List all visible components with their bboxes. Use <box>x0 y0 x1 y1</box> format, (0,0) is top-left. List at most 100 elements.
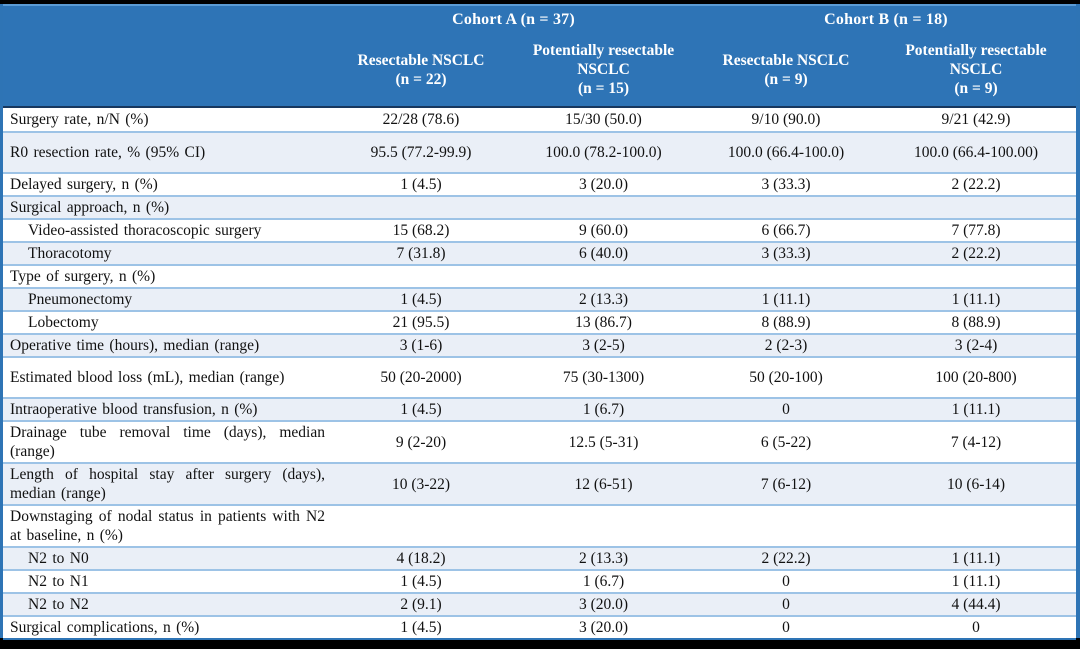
row-value <box>511 525 696 527</box>
row-label: N2 to N2 <box>28 596 89 613</box>
column-name: Resectable NSCLC <box>357 51 485 69</box>
row-value: 21 (95.5) <box>392 314 450 331</box>
row-value: 50 (20-2000) <box>380 369 462 386</box>
column-header-resectable-b: Resectable NSCLC (n = 9) <box>696 51 876 89</box>
row-value: 2 (22.2) <box>761 550 811 567</box>
row-label: Video-assisted thoracoscopic surgery <box>28 222 262 239</box>
table-row: Estimated blood loss (mL), median (range… <box>3 356 1076 397</box>
row-label: Downstaging of nodal status in patients … <box>10 508 325 544</box>
row-value: 0 <box>782 619 790 636</box>
column-n: (n = 15) <box>577 80 630 97</box>
table-row: Lobectomy 21 (95.5) 13 (86.7) 8 (88.9) 8 (88… <box>3 310 1076 333</box>
row-value: 1 (11.1) <box>951 291 1001 308</box>
table-row: N2 to N1 1 (4.5) 1 (6.7) 0 1 (11.1) <box>3 569 1076 592</box>
cohort-a-header: Cohort A (n = 37) <box>452 10 575 28</box>
row-label: Drainage tube removal time (days), media… <box>10 424 325 460</box>
row-value: 4 (18.2) <box>396 550 446 567</box>
row-label: Lobectomy <box>28 314 99 331</box>
row-value <box>511 276 696 278</box>
row-value: 7 (6-12) <box>760 475 812 493</box>
row-value: 9/10 (90.0) <box>751 111 821 128</box>
row-value: 10 (6-14) <box>946 475 1006 493</box>
row-label: Type of surgery, n (%) <box>10 268 156 285</box>
table-row: Video-assisted thoracoscopic surgery 15 (… <box>3 218 1076 241</box>
row-label: Surgical complications, n (%) <box>10 619 200 636</box>
row-value: 1 (6.7) <box>582 401 625 418</box>
row-value: 1 (11.1) <box>951 550 1001 567</box>
row-value <box>331 207 511 209</box>
column-name: Resectable NSCLC <box>722 51 850 69</box>
row-label: Operative time (hours), median (range) <box>10 337 260 354</box>
row-value: 2 (22.2) <box>951 245 1001 262</box>
table-row: Surgical approach, n (%) <box>3 195 1076 218</box>
row-value: 1 (11.1) <box>951 573 1001 590</box>
row-value: 95.5 (77.2-99.9) <box>370 144 472 161</box>
column-n: (n = 9) <box>954 80 998 97</box>
row-value: 2 (13.3) <box>578 291 629 308</box>
row-value: 8 (88.9) <box>761 314 811 331</box>
table-row: Surgical complications, n (%) 1 (4.5) 3 (2… <box>3 615 1076 640</box>
row-value: 3 (2-4) <box>954 337 998 354</box>
row-value <box>696 207 876 209</box>
row-value: 0 <box>782 596 790 613</box>
table-row: Surgery rate, n/N (%) 22/28 (78.6) 15/30 (… <box>3 108 1076 131</box>
column-header-potentially-resectable-b: Potentially resectable NSCLC (n = 9) <box>876 41 1076 98</box>
table-row: Pneumonectomy 1 (4.5) 2 (13.3) 1 (11.1) 1 (1… <box>3 287 1076 310</box>
row-value: 2 (22.2) <box>951 176 1001 193</box>
row-value <box>876 207 1076 209</box>
table-body: Surgery rate, n/N (%) 22/28 (78.6) 15/30 (… <box>3 108 1076 640</box>
row-value: 9 (2-20) <box>395 433 447 451</box>
row-value: 1 (11.1) <box>951 401 1001 418</box>
row-value <box>511 207 696 209</box>
row-value <box>876 276 1076 278</box>
row-value: 100.0 (66.4-100.00) <box>914 144 1038 161</box>
row-value: 3 (20.0) <box>578 176 629 193</box>
surgical-outcomes-table: Cohort A (n = 37) Cohort B (n = 18) Rese… <box>0 4 1080 640</box>
row-label: Surgical approach, n (%) <box>10 199 170 216</box>
table-row: Length of hospital stay after surgery (d… <box>3 462 1076 504</box>
row-value: 3 (33.3) <box>761 176 811 193</box>
row-value: 3 (2-5) <box>582 337 625 354</box>
table-row: Downstaging of nodal status in patients … <box>3 504 1076 546</box>
row-value: 1 (4.5) <box>400 619 442 636</box>
row-value: 1 (4.5) <box>400 176 442 193</box>
row-label: Length of hospital stay after surgery (d… <box>10 466 325 502</box>
row-value <box>331 525 511 527</box>
row-value: 2 (9.1) <box>400 596 442 613</box>
row-label: R0 resection rate, % (95% CI) <box>10 144 206 161</box>
table-header: Cohort A (n = 37) Cohort B (n = 18) Rese… <box>3 4 1076 108</box>
row-label: Pneumonectomy <box>28 291 133 308</box>
row-value: 13 (86.7) <box>575 314 632 331</box>
row-value: 6 (5-22) <box>760 433 812 451</box>
row-value: 9 (60.0) <box>578 222 629 239</box>
row-label: Estimated blood loss (mL), median (range… <box>10 369 285 386</box>
row-value: 3 (1-6) <box>399 337 443 354</box>
row-value: 3 (20.0) <box>578 596 629 613</box>
table-row: N2 to N0 4 (18.2) 2 (13.3) 2 (22.2) 1 (11.1) <box>3 546 1076 569</box>
row-value: 0 <box>972 619 980 636</box>
row-value: 15 (68.2) <box>392 222 450 239</box>
row-value: 0 <box>782 401 790 418</box>
column-header-resectable-a: Resectable NSCLC (n = 22) <box>331 51 511 89</box>
row-value: 22/28 (78.6) <box>382 111 460 128</box>
table-row: Delayed surgery, n (%) 1 (4.5) 3 (20.0) 3 (… <box>3 172 1076 195</box>
row-value <box>331 276 511 278</box>
row-value: 100 (20-800) <box>935 369 1017 386</box>
row-value: 6 (40.0) <box>578 245 629 262</box>
row-value: 12 (6-51) <box>574 475 633 493</box>
cohort-b-header: Cohort B (n = 18) <box>824 10 948 28</box>
table-row: N2 to N2 2 (9.1) 3 (20.0) 0 4 (44.4) <box>3 592 1076 615</box>
row-value: 1 (4.5) <box>400 573 442 590</box>
cohort-group-row: Cohort A (n = 37) Cohort B (n = 18) <box>3 6 1076 33</box>
table-row: Intraoperative blood transfusion, n (%) 1… <box>3 397 1076 420</box>
row-label: Surgery rate, n/N (%) <box>10 111 149 128</box>
column-n: (n = 9) <box>764 70 808 88</box>
column-header-potentially-resectable-a: Potentially resectable NSCLC (n = 15) <box>511 41 696 98</box>
row-label: N2 to N1 <box>28 573 89 590</box>
row-value: 1 (6.7) <box>582 573 625 590</box>
row-value: 2 (2-3) <box>764 337 808 354</box>
row-value: 1 (11.1) <box>761 291 811 308</box>
row-value: 1 (4.5) <box>400 291 442 308</box>
row-value: 15/30 (50.0) <box>565 111 642 128</box>
